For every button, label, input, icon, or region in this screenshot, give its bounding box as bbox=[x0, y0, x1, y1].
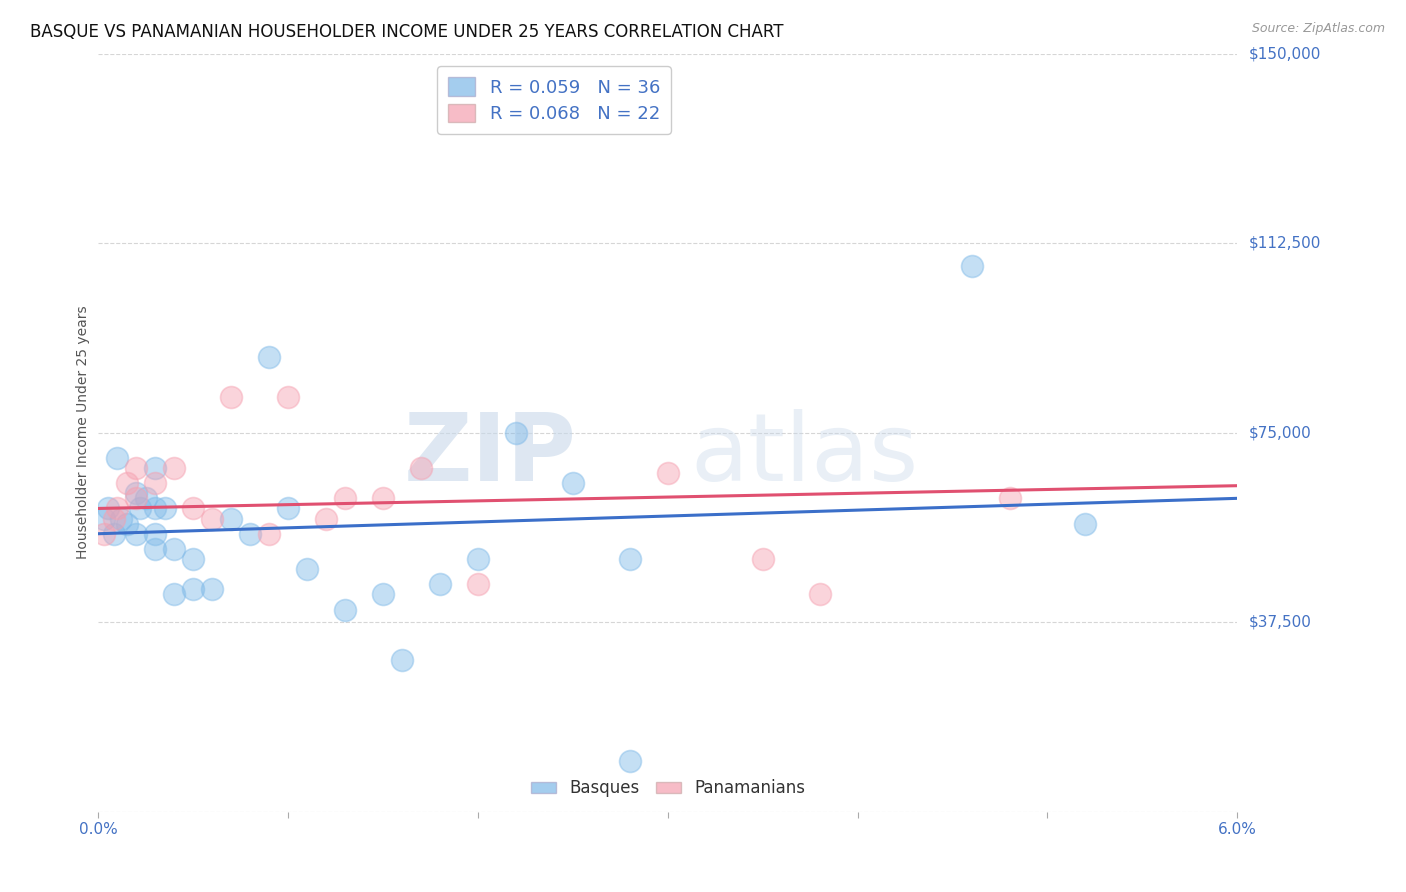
Point bbox=[103, 511, 125, 525]
Point bbox=[998, 491, 1021, 506]
Point bbox=[562, 476, 585, 491]
Point bbox=[221, 390, 243, 404]
Point bbox=[97, 501, 120, 516]
Point bbox=[335, 491, 357, 506]
Point bbox=[107, 501, 129, 516]
Point bbox=[145, 501, 167, 516]
Point bbox=[183, 582, 205, 597]
Point bbox=[125, 526, 148, 541]
Point bbox=[297, 562, 319, 576]
Point bbox=[183, 552, 205, 566]
Point bbox=[163, 541, 186, 556]
Text: atlas: atlas bbox=[690, 409, 918, 501]
Point bbox=[129, 501, 152, 516]
Point bbox=[125, 461, 148, 475]
Y-axis label: Householder Income Under 25 years: Householder Income Under 25 years bbox=[76, 306, 90, 559]
Point bbox=[315, 511, 337, 525]
Point bbox=[103, 526, 125, 541]
Point bbox=[619, 754, 641, 768]
Point bbox=[657, 466, 679, 480]
Text: $37,500: $37,500 bbox=[1249, 615, 1312, 630]
Point bbox=[201, 582, 224, 597]
Point bbox=[125, 491, 148, 506]
Point bbox=[145, 476, 167, 491]
Point bbox=[429, 577, 451, 591]
Point bbox=[221, 511, 243, 525]
Point bbox=[93, 511, 115, 525]
Point bbox=[107, 450, 129, 465]
Point bbox=[277, 390, 299, 404]
Point bbox=[619, 552, 641, 566]
Point bbox=[505, 425, 527, 440]
Text: BASQUE VS PANAMANIAN HOUSEHOLDER INCOME UNDER 25 YEARS CORRELATION CHART: BASQUE VS PANAMANIAN HOUSEHOLDER INCOME … bbox=[30, 23, 783, 41]
Legend: Basques, Panamanians: Basques, Panamanians bbox=[524, 772, 811, 805]
Point bbox=[960, 259, 983, 273]
Text: $75,000: $75,000 bbox=[1249, 425, 1312, 440]
Text: Source: ZipAtlas.com: Source: ZipAtlas.com bbox=[1251, 22, 1385, 36]
Point bbox=[371, 491, 394, 506]
Text: $112,500: $112,500 bbox=[1249, 235, 1320, 251]
Point bbox=[277, 501, 299, 516]
Point bbox=[135, 491, 157, 506]
Text: ZIP: ZIP bbox=[404, 409, 576, 501]
Point bbox=[371, 587, 394, 601]
Point bbox=[115, 516, 138, 531]
Point bbox=[335, 602, 357, 616]
Point bbox=[411, 461, 433, 475]
Point bbox=[153, 501, 176, 516]
Point bbox=[752, 552, 775, 566]
Point bbox=[183, 501, 205, 516]
Point bbox=[259, 350, 281, 364]
Point bbox=[110, 511, 132, 525]
Point bbox=[808, 587, 831, 601]
Point bbox=[145, 461, 167, 475]
Point bbox=[201, 511, 224, 525]
Point bbox=[145, 526, 167, 541]
Point bbox=[259, 526, 281, 541]
Point bbox=[467, 552, 489, 566]
Point bbox=[163, 587, 186, 601]
Point bbox=[239, 526, 262, 541]
Point bbox=[145, 541, 167, 556]
Point bbox=[1074, 516, 1097, 531]
Point bbox=[163, 461, 186, 475]
Point bbox=[467, 577, 489, 591]
Point bbox=[391, 653, 413, 667]
Point bbox=[93, 526, 115, 541]
Point bbox=[115, 476, 138, 491]
Point bbox=[125, 486, 148, 500]
Text: $150,000: $150,000 bbox=[1249, 46, 1320, 61]
